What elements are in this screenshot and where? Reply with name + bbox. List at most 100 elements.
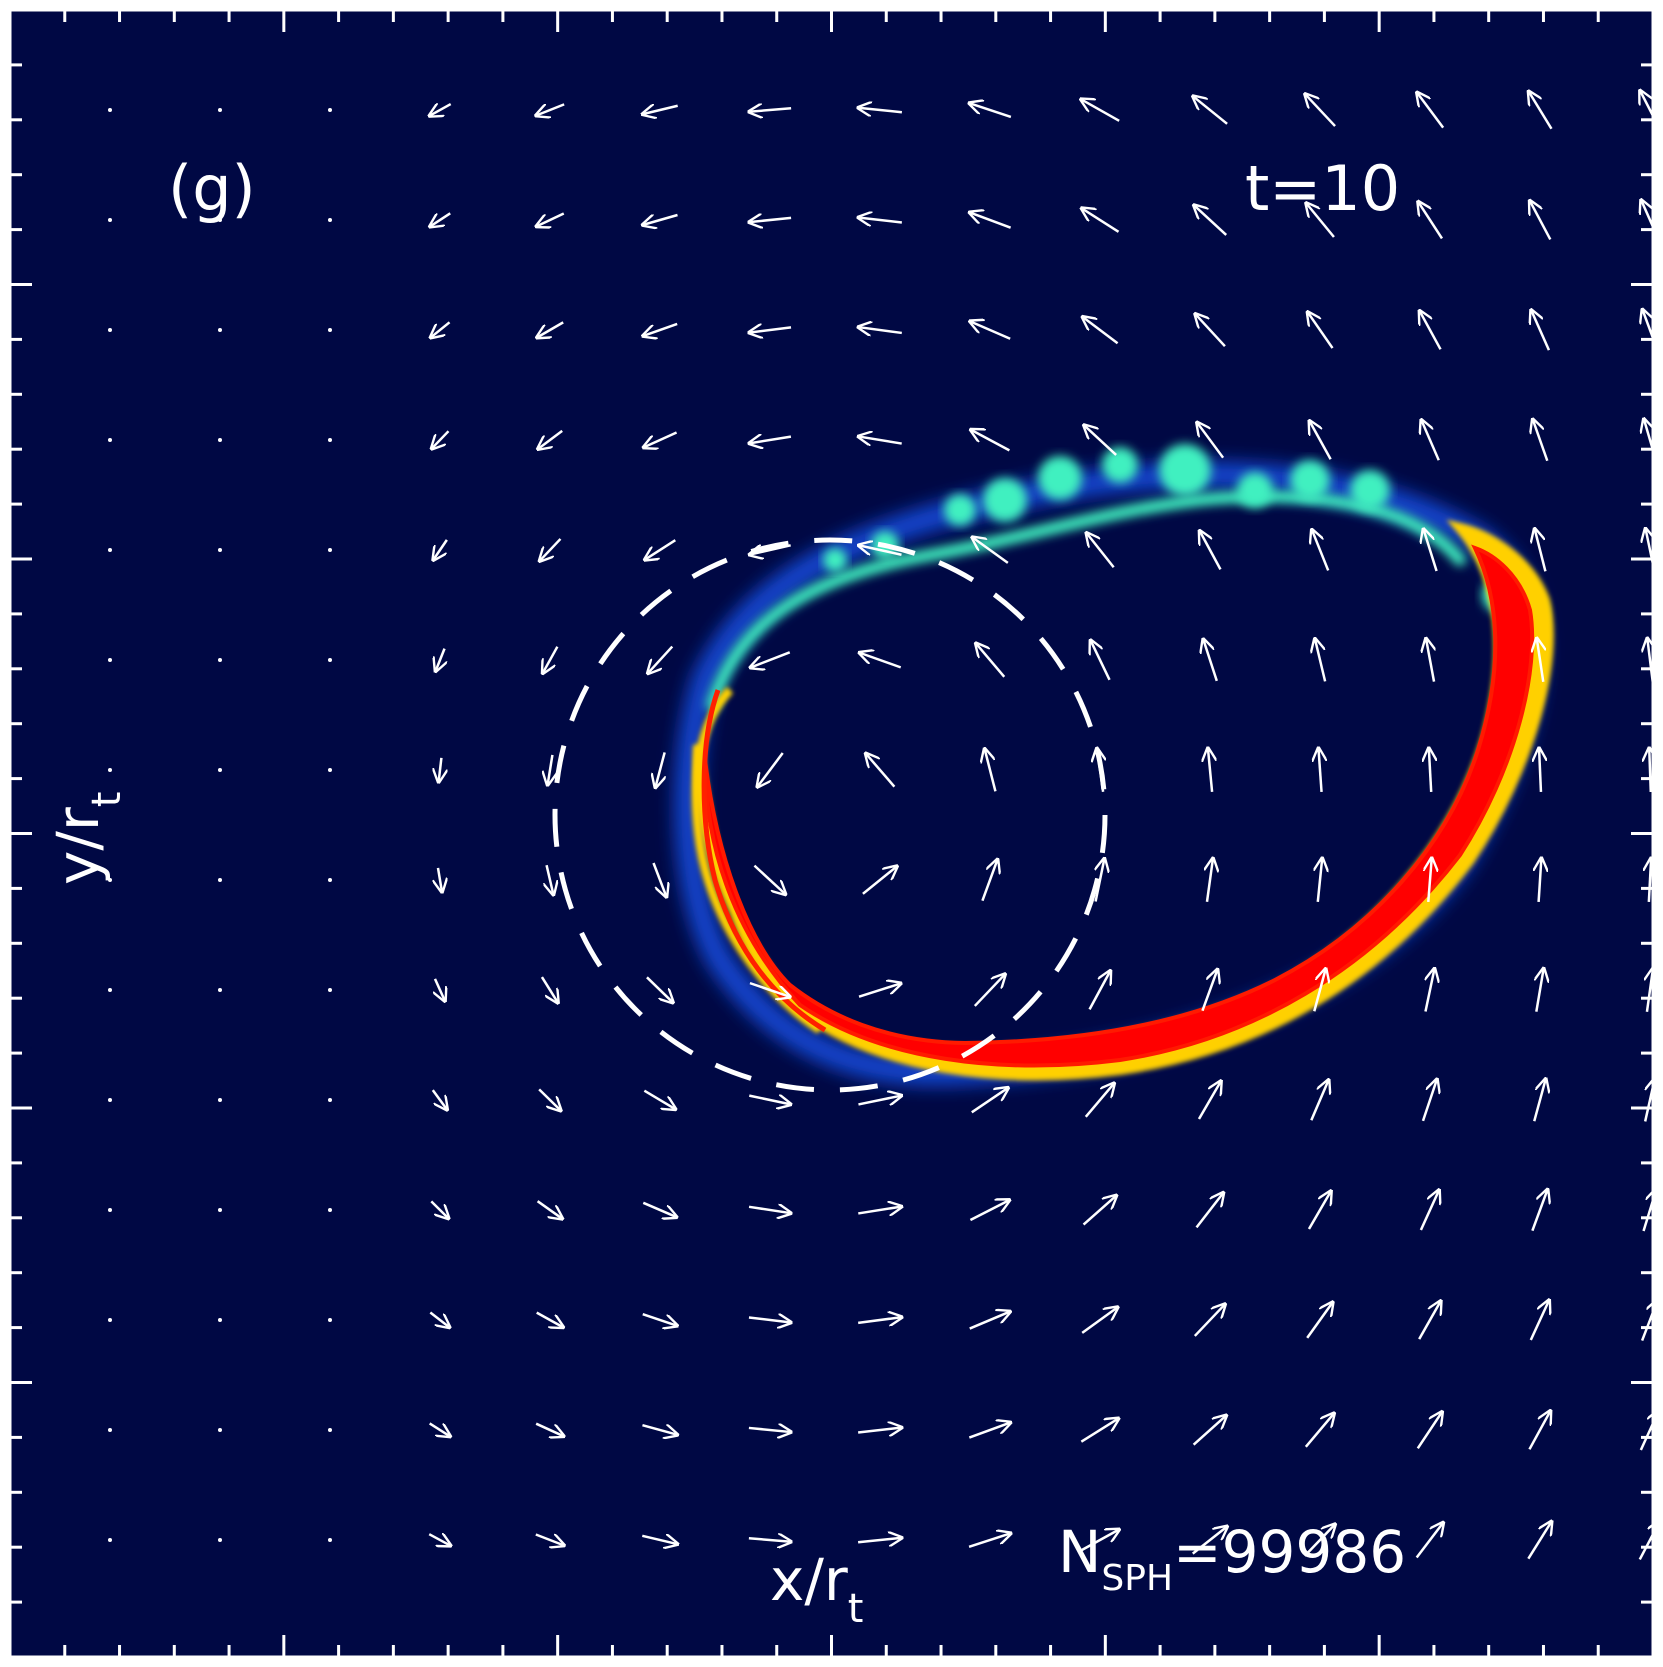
velocity-arrow [1303, 1524, 1335, 1557]
density-clump [1102, 447, 1138, 483]
density-clump [944, 494, 976, 526]
velocity-dot [328, 1208, 332, 1212]
velocity-arrow [1192, 1415, 1227, 1446]
velocity-arrow [438, 867, 442, 892]
velocity-dot [108, 108, 112, 112]
plot-background [10, 10, 1653, 1657]
velocity-arrow [1315, 639, 1327, 682]
velocity-arrow [858, 983, 901, 998]
velocity-arrow [1415, 1522, 1444, 1559]
velocity-dot [218, 878, 222, 882]
velocity-arrow [748, 1538, 791, 1541]
velocity-arrow [749, 1096, 790, 1105]
velocity-arrow [1094, 858, 1105, 902]
velocity-arrow [1318, 858, 1322, 903]
velocity-arrow [858, 108, 903, 112]
velocity-arrow [753, 864, 785, 895]
velocity-arrow [973, 974, 1005, 1007]
velocity-arrow [969, 212, 1012, 229]
velocity-arrow [642, 1201, 676, 1217]
velocity-arrow [858, 1096, 901, 1106]
velocity-arrow [433, 539, 448, 560]
velocity-arrow [1307, 312, 1334, 349]
velocity-arrow [748, 1207, 791, 1213]
velocity-dot [218, 108, 222, 112]
velocity-arrow [1640, 90, 1662, 131]
velocity-arrow [1195, 314, 1226, 348]
density-clump [983, 478, 1027, 522]
velocity-arrow [749, 327, 792, 332]
velocity-arrow [536, 103, 565, 115]
x-axis-label: x/rt [770, 1546, 863, 1632]
plot-frame [8, 8, 1655, 1659]
velocity-arrow [858, 1207, 901, 1214]
velocity-arrow [540, 976, 558, 1003]
velocity-arrow [1539, 858, 1542, 903]
velocity-dot [218, 1208, 222, 1212]
velocity-arrow [547, 864, 554, 895]
velocity-field [108, 90, 1662, 1561]
velocity-arrow [1080, 1529, 1120, 1552]
velocity-dot [218, 1098, 222, 1102]
velocity-arrow [858, 217, 902, 222]
velocity-arrow [435, 648, 444, 672]
velocity-dot [108, 218, 112, 222]
velocity-arrow [642, 1313, 677, 1326]
velocity-arrow [1193, 1304, 1225, 1337]
velocity-arrow [1203, 639, 1218, 682]
velocity-arrow [1417, 92, 1445, 129]
velocity-arrow [648, 645, 674, 674]
velocity-dot [218, 768, 222, 772]
nsph-label-main: N [1058, 1518, 1101, 1586]
velocity-arrow [968, 1422, 1010, 1439]
velocity-arrow [643, 431, 678, 447]
velocity-arrow [1649, 858, 1651, 903]
velocity-arrow [1530, 201, 1552, 241]
velocity-arrow [430, 321, 451, 337]
velocity-dot [108, 988, 112, 992]
velocity-dot [328, 108, 332, 112]
velocity-arrow [1195, 1193, 1224, 1229]
velocity-arrow [858, 1317, 902, 1323]
velocity-arrow [1081, 99, 1120, 122]
y-axis-label-main: y/r [44, 807, 112, 885]
velocity-dot [218, 1318, 222, 1322]
velocity-arrow [538, 429, 563, 449]
velocity-arrow [429, 104, 452, 116]
velocity-dot [108, 1538, 112, 1542]
velocity-dot [108, 658, 112, 662]
gas-density-stream [674, 444, 1554, 1086]
velocity-arrow [858, 327, 902, 333]
velocity-arrow [1528, 1411, 1550, 1450]
velocity-dot [108, 1098, 112, 1102]
velocity-dot [218, 658, 222, 662]
velocity-arrow [1309, 421, 1332, 460]
velocity-arrow [1423, 529, 1438, 572]
velocity-arrow [1533, 1079, 1546, 1122]
velocity-arrow [431, 1089, 447, 1110]
velocity-arrow [1197, 422, 1225, 459]
nsph-label-sub: SPH [1101, 1558, 1173, 1599]
velocity-arrow [972, 537, 1009, 564]
axis-ticks [8, 8, 1655, 1659]
velocity-arrow [1531, 1189, 1547, 1232]
velocity-dot [328, 1428, 332, 1432]
velocity-arrow [1084, 1083, 1114, 1118]
velocity-arrow [643, 213, 678, 225]
velocity-arrow [1418, 1301, 1441, 1340]
velocity-arrow [536, 1200, 563, 1219]
velocity-arrow [749, 108, 792, 112]
velocity-dot [328, 328, 332, 332]
velocity-arrow [1194, 205, 1228, 236]
velocity-arrow [859, 653, 902, 669]
nsph-label-value: =99986 [1173, 1518, 1406, 1586]
velocity-arrow [1638, 1521, 1660, 1561]
velocity-arrow [428, 1534, 451, 1546]
velocity-dot [108, 548, 112, 552]
velocity-dot [328, 1538, 332, 1542]
velocity-arrow [750, 651, 791, 667]
velocity-arrow [1426, 638, 1434, 682]
velocity-arrow [859, 545, 902, 556]
